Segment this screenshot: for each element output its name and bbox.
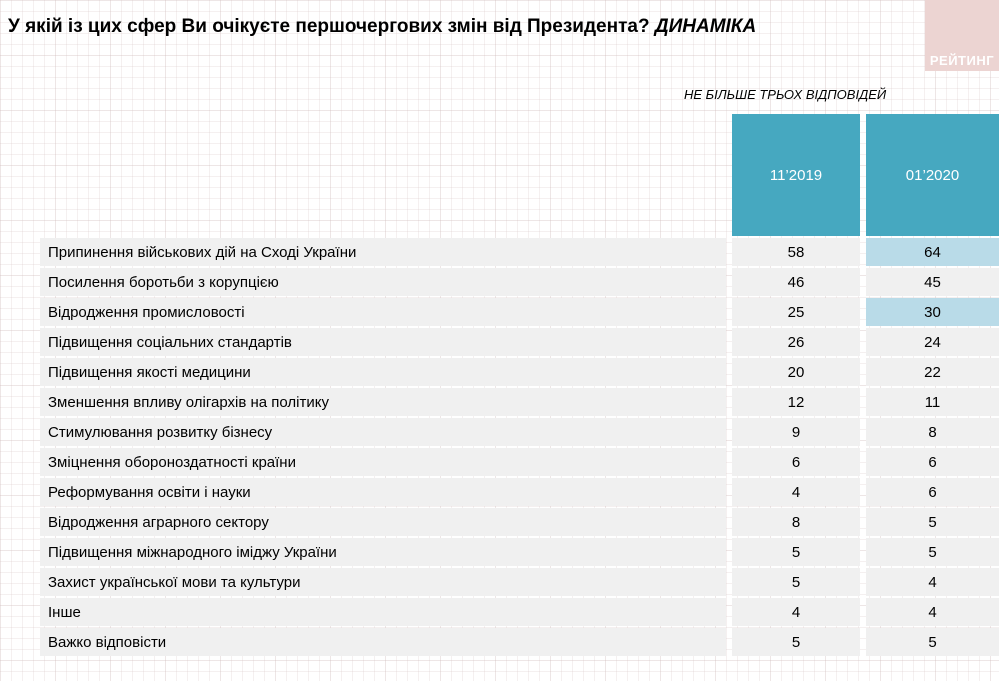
value-nov2019: 9 bbox=[732, 418, 860, 446]
value-jan2020: 6 bbox=[866, 478, 999, 506]
value-nov2019: 5 bbox=[732, 568, 860, 596]
row-label: Відродження промисловості bbox=[40, 298, 726, 326]
value-jan2020: 8 bbox=[866, 418, 999, 446]
value-nov2019: 5 bbox=[732, 628, 860, 656]
value-jan2020: 6 bbox=[866, 448, 999, 476]
value-nov2019: 25 bbox=[732, 298, 860, 326]
value-jan2020: 5 bbox=[866, 538, 999, 566]
value-nov2019: 4 bbox=[732, 478, 860, 506]
table-row: Відродження аграрного сектору 8 5 bbox=[0, 508, 999, 536]
value-jan2020: 5 bbox=[866, 508, 999, 536]
table-row: Зменшення впливу олігархів на політику 12… bbox=[0, 388, 999, 416]
page-title: У якій із цих сфер Ви очікуєте першочерг… bbox=[8, 16, 756, 38]
rating-logo: РЕЙТИНГ bbox=[925, 0, 999, 71]
table-row: Відродження промисловості 25 30 bbox=[0, 298, 999, 326]
table-row: Посилення боротьби з корупцією 46 45 bbox=[0, 268, 999, 296]
value-jan2020: 64 bbox=[866, 238, 999, 266]
value-nov2019: 8 bbox=[732, 508, 860, 536]
table-row: Підвищення соціальних стандартів 26 24 bbox=[0, 328, 999, 356]
row-label: Посилення боротьби з корупцією bbox=[40, 268, 726, 296]
table-row: Інше 4 4 bbox=[0, 598, 999, 626]
row-label: Стимулювання розвитку бізнесу bbox=[40, 418, 726, 446]
table-row: Важко відповісти 5 5 bbox=[0, 628, 999, 656]
row-label: Припинення військових дій на Сході Украї… bbox=[40, 238, 726, 266]
row-label: Підвищення якості медицини bbox=[40, 358, 726, 386]
row-label: Реформування освіти і науки bbox=[40, 478, 726, 506]
value-nov2019: 12 bbox=[732, 388, 860, 416]
value-jan2020: 45 bbox=[866, 268, 999, 296]
row-label: Відродження аграрного сектору bbox=[40, 508, 726, 536]
value-nov2019: 4 bbox=[732, 598, 860, 626]
row-label: Підвищення соціальних стандартів bbox=[40, 328, 726, 356]
value-nov2019: 58 bbox=[732, 238, 860, 266]
table-row: Захист української мови та культури 5 4 bbox=[0, 568, 999, 596]
row-label: Зменшення впливу олігархів на політику bbox=[40, 388, 726, 416]
value-nov2019: 5 bbox=[732, 538, 860, 566]
row-label: Захист української мови та культури bbox=[40, 568, 726, 596]
table-row: Припинення військових дій на Сході Украї… bbox=[0, 238, 999, 266]
table-row: Підвищення якості медицини 20 22 bbox=[0, 358, 999, 386]
results-table: Припинення військових дій на Сході Украї… bbox=[0, 238, 999, 658]
row-label: Важко відповісти bbox=[40, 628, 726, 656]
value-jan2020: 11 bbox=[866, 388, 999, 416]
value-jan2020: 22 bbox=[866, 358, 999, 386]
row-label: Зміцнення обороноздатності країни bbox=[40, 448, 726, 476]
table-row: Реформування освіти і науки 4 6 bbox=[0, 478, 999, 506]
note-max-answers: НЕ БІЛЬШЕ ТРЬОХ ВІДПОВІДЕЙ bbox=[684, 87, 887, 102]
value-jan2020: 4 bbox=[866, 598, 999, 626]
value-jan2020: 30 bbox=[866, 298, 999, 326]
row-label: Підвищення міжнародного іміджу України bbox=[40, 538, 726, 566]
value-nov2019: 20 bbox=[732, 358, 860, 386]
value-jan2020: 4 bbox=[866, 568, 999, 596]
table-row: Зміцнення обороноздатності країни 6 6 bbox=[0, 448, 999, 476]
value-jan2020: 5 bbox=[866, 628, 999, 656]
column-header-nov2019: 11’2019 bbox=[732, 114, 860, 236]
title-text: У якій із цих сфер Ви очікуєте першочерг… bbox=[8, 16, 650, 37]
table-row: Підвищення міжнародного іміджу України 5 5 bbox=[0, 538, 999, 566]
value-nov2019: 6 bbox=[732, 448, 860, 476]
row-label: Інше bbox=[40, 598, 726, 626]
value-nov2019: 46 bbox=[732, 268, 860, 296]
column-header-jan2020: 01’2020 bbox=[866, 114, 999, 236]
value-jan2020: 24 bbox=[866, 328, 999, 356]
title-emphasis: ДИНАМІКА bbox=[654, 16, 757, 37]
table-row: Стимулювання розвитку бізнесу 9 8 bbox=[0, 418, 999, 446]
rating-logo-label: РЕЙТИНГ bbox=[929, 53, 995, 68]
value-nov2019: 26 bbox=[732, 328, 860, 356]
